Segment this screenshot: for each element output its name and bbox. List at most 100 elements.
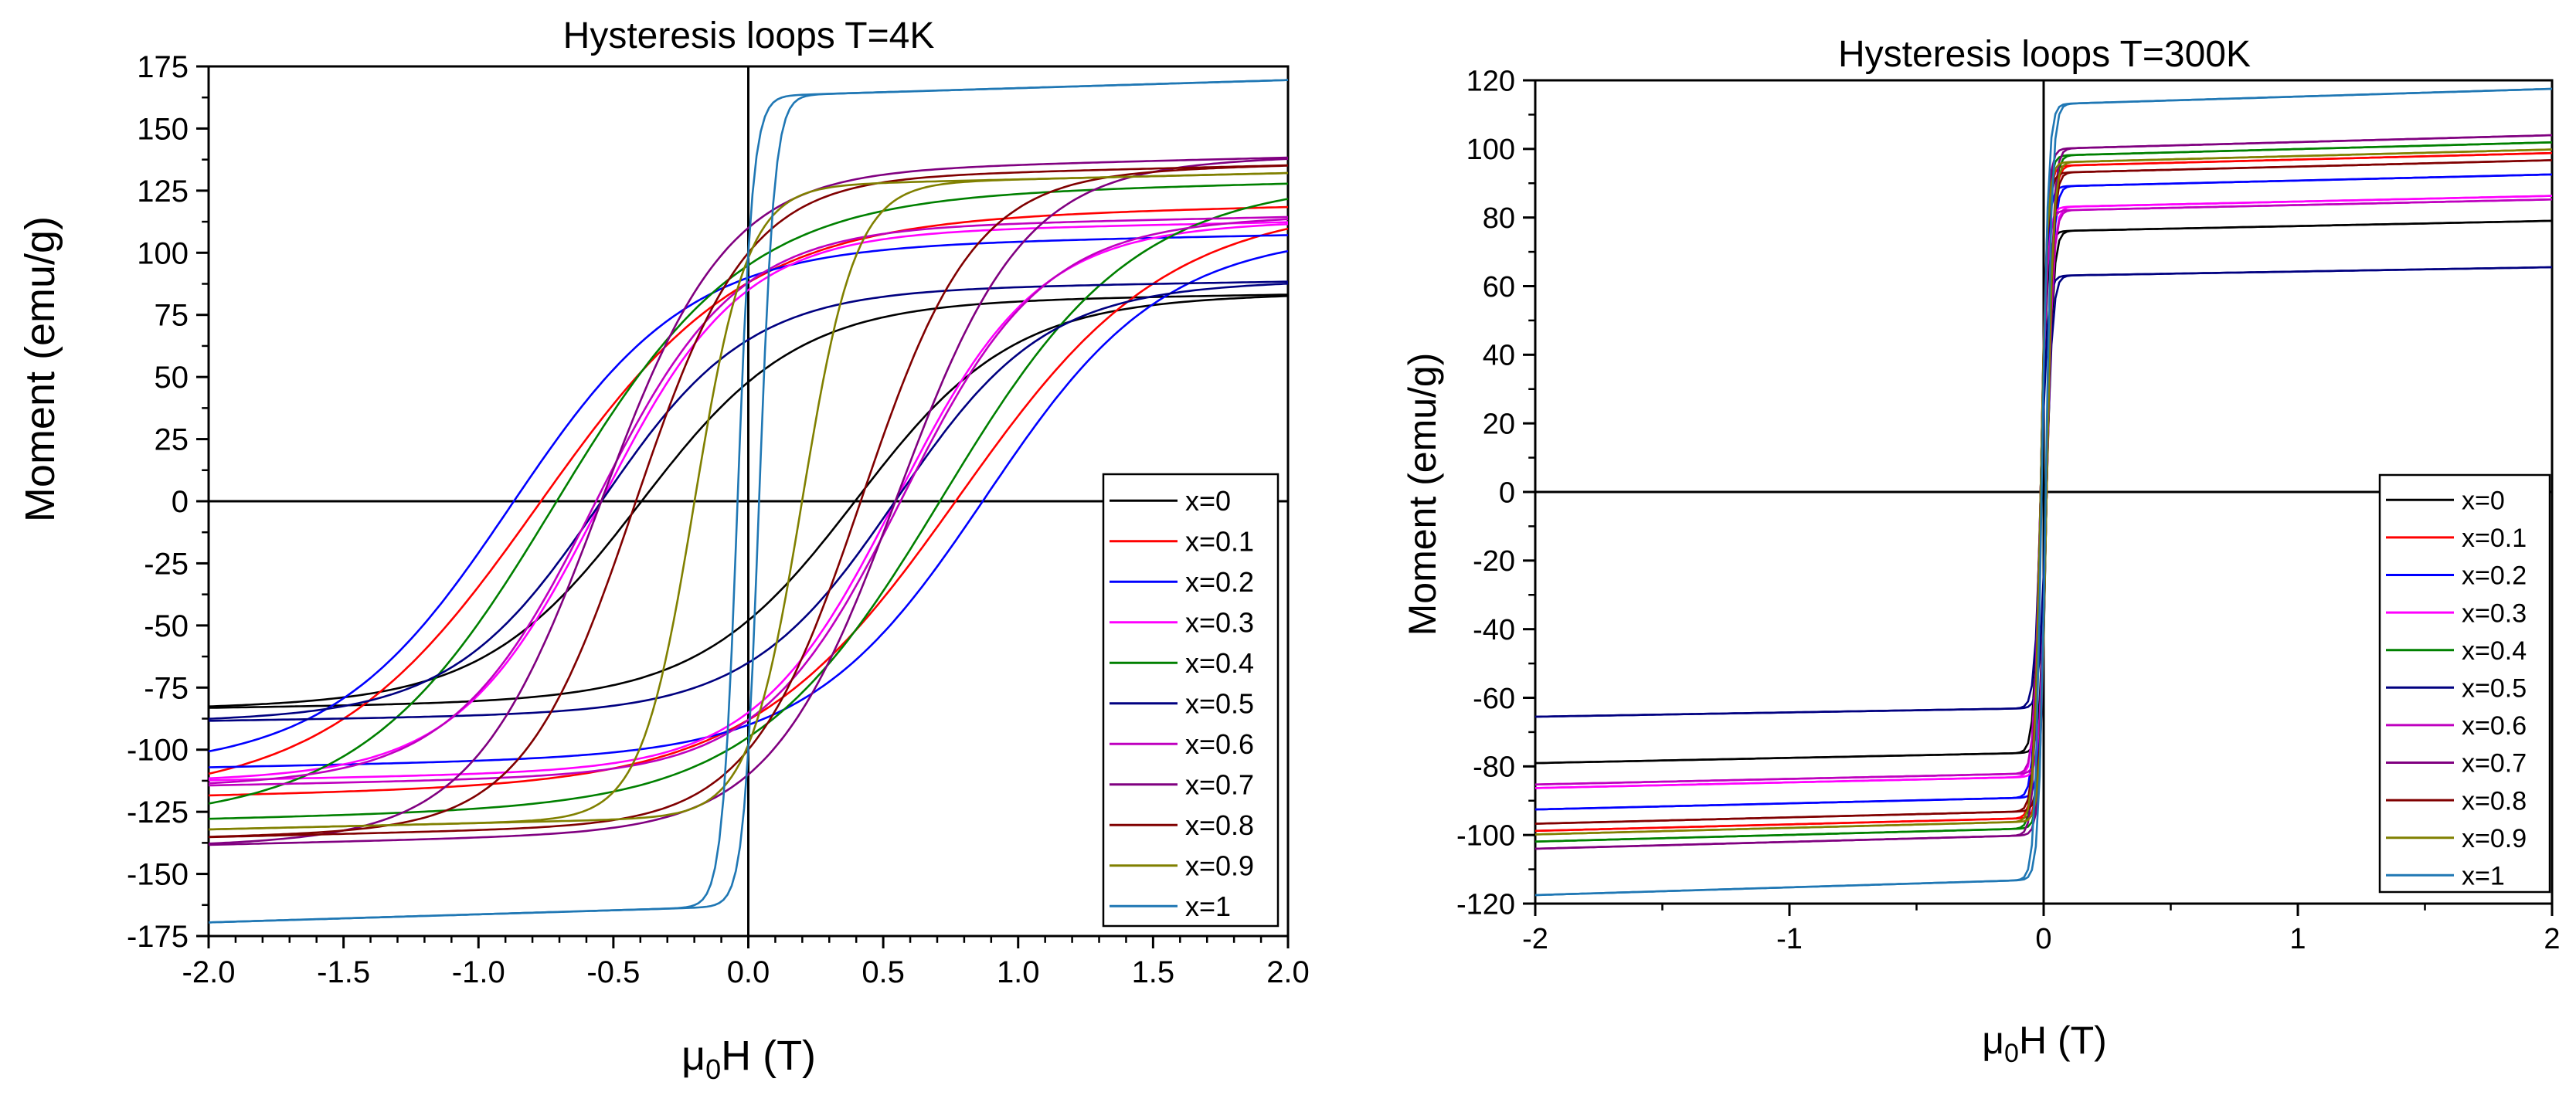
- chart-4k-series-3-descending: [208, 221, 1289, 780]
- chart-4k-legend-label: x=0.4: [1185, 647, 1254, 679]
- chart-300k-series-10-descending: [1534, 87, 2553, 897]
- chart-4k-legend-label: x=0.5: [1185, 688, 1254, 720]
- chart-4k-axes: -2.0 -1.5 -1.0 -0.5 0.0 0.5 1.0 1.5 2.0 175 150 125…: [127, 50, 1310, 989]
- xlabel-rest: H (T): [721, 1033, 816, 1079]
- chart-4k-series-5-descending: [208, 280, 1288, 720]
- chart-4k-ytick-label: 0: [172, 485, 189, 519]
- chart-4k-xtick-label: -1.5: [317, 955, 370, 989]
- chart-300k-legend-label: x=1: [2462, 862, 2505, 891]
- chart-4k-legend-label: x=0.8: [1185, 809, 1254, 841]
- chart-4k-xtick-label: 1.5: [1132, 955, 1175, 989]
- chart-4k-xtick-label: 2.0: [1266, 955, 1310, 989]
- chart-4k-xtick-label: -0.5: [586, 955, 640, 989]
- chart-300k-ytick-label: 0: [1499, 477, 1515, 509]
- xlabel-sub: 0: [705, 1053, 721, 1085]
- chart-4k-series-10-descending: [208, 79, 1289, 924]
- chart-300k-xtick-label: 1: [2289, 923, 2306, 955]
- chart-300k-legend-label: x=0.1: [2462, 524, 2527, 553]
- chart-300k-xtick-label: -2: [1522, 923, 1548, 955]
- chart-4k-ytick-label: 50: [155, 361, 189, 395]
- chart-300k-ytick-label: 20: [1483, 408, 1515, 440]
- chart-4k-xtick-label: -2.0: [182, 955, 236, 989]
- chart-4k-legend-label: x=0: [1185, 485, 1231, 517]
- chart-300k-ytick-label: 60: [1483, 271, 1515, 304]
- chart-4k: Hysteresis loops T=4K Moment (emu/g) μ0H…: [17, 15, 1310, 1085]
- chart-4k-series-6-descending: [208, 215, 1289, 785]
- xlabel-mu: μ: [681, 1033, 705, 1079]
- chart-4k-series-0-descending: [208, 293, 1288, 707]
- chart-300k-legend-label: x=0.7: [2462, 749, 2527, 778]
- chart-4k-series-0-ascending: [209, 295, 1289, 709]
- chart-300k-legend-box: [2378, 473, 2551, 894]
- chart-4k-ylabel: Moment (emu/g): [17, 216, 63, 522]
- chart-300k-legend-label: x=0.3: [2462, 599, 2527, 628]
- chart-4k-xtick-label: 0.0: [727, 955, 770, 989]
- xlabel-rest: H (T): [2019, 1019, 2107, 1062]
- xlabel-mu: μ: [1982, 1019, 2004, 1062]
- chart-300k-legend-label: x=0.8: [2462, 786, 2527, 816]
- chart-300k-xtick-label: 2: [2544, 923, 2560, 955]
- chart-4k-title: Hysteresis loops T=4K: [563, 15, 935, 56]
- chart-4k-ytick-label: 75: [155, 299, 189, 333]
- chart-300k-ytick-label: -80: [1473, 751, 1515, 784]
- chart-4k-legend-label: x=0.3: [1185, 607, 1254, 639]
- chart-4k-ytick-label: 100: [137, 236, 189, 270]
- chart-300k-legend-label: x=0.2: [2462, 561, 2527, 591]
- chart-4k-series: [208, 79, 1289, 924]
- chart-300k-ytick-label: -60: [1473, 683, 1515, 715]
- chart-300k-xlabel: μ0H (T): [1982, 1019, 2107, 1068]
- chart-4k-series-6-ascending: [208, 218, 1289, 787]
- chart-4k-series-3-ascending: [208, 222, 1289, 782]
- chart-4k-ytick-label: -175: [127, 920, 189, 954]
- chart-300k-series: [1534, 87, 2553, 897]
- chart-4k-legend-label: x=0.9: [1185, 850, 1254, 882]
- chart-300k-legend-label: x=0.4: [2462, 636, 2527, 666]
- chart-4k-legend: x=0 x=0.1 x=0.2 x=0.3 x=0.4 x=0.5 x=0.6 x=0.7 x=…: [1102, 473, 1280, 928]
- chart-4k-ytick-label: -75: [144, 671, 189, 705]
- chart-300k-legend-label: x=0.9: [2462, 824, 2527, 853]
- chart-4k-legend-label: x=0.6: [1185, 728, 1254, 760]
- chart-4k-legend-label: x=0.1: [1185, 526, 1254, 558]
- chart-4k-xtick-label: 0.5: [861, 955, 905, 989]
- chart-4k-legend-label: x=0.2: [1185, 566, 1254, 598]
- chart-4k-series-7-ascending: [208, 158, 1289, 846]
- chart-300k-ytick-label: 40: [1483, 340, 1515, 372]
- chart-300k-legend-label: x=0: [2462, 487, 2505, 516]
- chart-4k-series-5-ascending: [209, 283, 1289, 722]
- chart-4k-ytick-label: 25: [155, 423, 189, 457]
- chart-300k-ytick-label: 100: [1466, 134, 1515, 166]
- chart-300k-legend: x=0 x=0.1 x=0.2 x=0.3 x=0.4 x=0.5 x=0.6 x=0.7 x=…: [2378, 473, 2551, 894]
- chart-4k-xlabel: μ0H (T): [681, 1033, 816, 1085]
- chart-300k-ytick-label: -40: [1473, 614, 1515, 646]
- chart-300k-ytick-label: -100: [1456, 819, 1515, 852]
- chart-4k-xtick-label: 1.0: [997, 955, 1040, 989]
- chart-300k-title: Hysteresis loops T=300K: [1838, 34, 2251, 75]
- chart-300k-ylabel: Moment (emu/g): [1401, 353, 1444, 636]
- chart-4k-ytick-label: -25: [144, 547, 189, 581]
- chart-4k-ytick-label: -125: [127, 795, 189, 829]
- chart-300k-ytick-label: -120: [1456, 888, 1515, 921]
- chart-300k-ytick-label: -20: [1473, 545, 1515, 578]
- chart-300k: Hysteresis loops T=300K Moment (emu/g) μ…: [1401, 34, 2561, 1068]
- chart-4k-series-2-descending: [208, 234, 1289, 753]
- chart-4k-legend-box: [1102, 473, 1280, 928]
- chart-300k-legend-label: x=0.5: [2462, 674, 2527, 704]
- chart-4k-series-2-ascending: [208, 249, 1289, 768]
- chart-300k-ytick-label: 120: [1466, 65, 1515, 97]
- chart-4k-xtick-label: -1.0: [452, 955, 505, 989]
- chart-4k-ytick-label: 150: [137, 112, 189, 146]
- chart-4k-ytick-label: 125: [137, 175, 189, 209]
- chart-300k-axes: -2 -1 0 1 2 120 100 80 60 40 20 0 -20 -40 -60 -80 -100 -1…: [1456, 65, 2561, 955]
- chart-300k-ytick-label: 80: [1483, 202, 1515, 235]
- chart-300k-xtick-label: 0: [2035, 923, 2051, 955]
- chart-4k-ytick-label: -150: [127, 858, 189, 892]
- xlabel-sub: 0: [2004, 1039, 2019, 1068]
- chart-4k-legend-label: x=0.7: [1185, 769, 1254, 801]
- chart-4k-ytick-label: -50: [144, 609, 189, 643]
- chart-4k-series-7-descending: [208, 156, 1289, 845]
- chart-4k-ytick-label: -100: [127, 734, 189, 768]
- chart-4k-ytick-label: 175: [137, 50, 189, 84]
- chart-4k-legend-label: x=1: [1185, 890, 1231, 922]
- chart-300k-legend-label: x=0.6: [2462, 711, 2527, 741]
